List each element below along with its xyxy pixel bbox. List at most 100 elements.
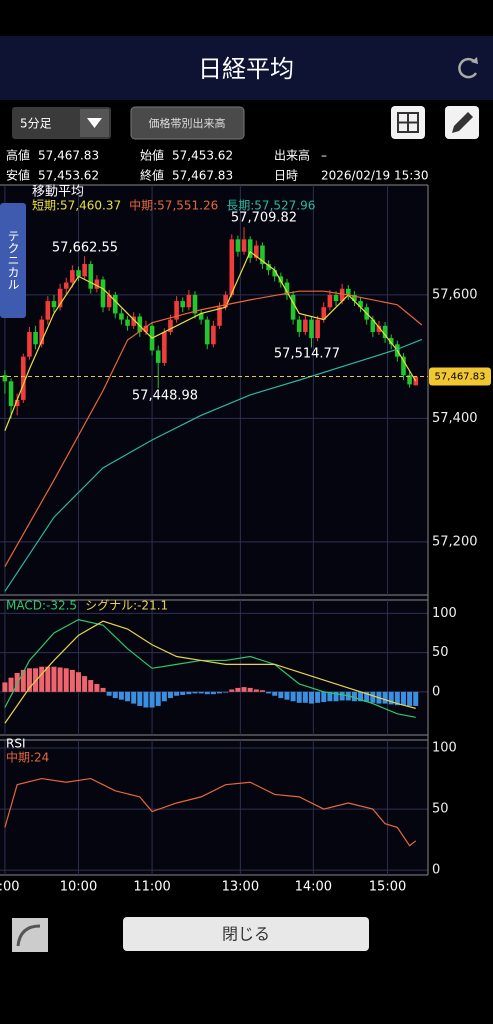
candle-body <box>88 264 94 289</box>
candle-body <box>278 276 284 283</box>
macd-bar <box>266 691 272 694</box>
last-price-label: 57,467.83 <box>435 372 486 383</box>
candle-body <box>376 325 382 332</box>
candle-body <box>174 301 179 320</box>
annotation: 57,662.55 <box>52 241 118 256</box>
annotation: 57,709.82 <box>231 211 297 226</box>
macd-bar <box>192 691 198 694</box>
candle-body <box>63 282 69 289</box>
macd-bar <box>161 691 167 702</box>
draw-button[interactable] <box>445 106 479 139</box>
y-tick-label: 57,400 <box>432 411 478 426</box>
last-price-box <box>429 367 491 386</box>
macd-bar <box>247 687 253 692</box>
macd-bar <box>210 691 216 695</box>
candle-body <box>119 313 124 320</box>
info-value: 57,467.83 <box>38 149 99 163</box>
candle-body <box>76 270 81 277</box>
macd-bar <box>351 691 357 702</box>
y-tick-label: 0 <box>432 684 440 699</box>
y-tick-label: 100 <box>432 606 457 621</box>
legend-entry: 長期:57,527.96 <box>226 199 315 213</box>
panel-title: 移動平均 <box>32 185 84 200</box>
info-value: 57,467.83 <box>172 169 233 183</box>
side-tab[interactable] <box>0 203 26 318</box>
candle-body <box>272 270 278 277</box>
macd-bar <box>223 691 229 693</box>
macd-bar <box>8 677 14 692</box>
candle-body <box>333 294 339 302</box>
candle-body <box>235 239 241 252</box>
macd-bar <box>2 682 8 692</box>
macd-bar <box>118 691 124 700</box>
x-tick-label: 15:00 <box>369 880 406 895</box>
candle-body <box>296 319 302 332</box>
back-icon[interactable] <box>12 918 48 952</box>
close-button[interactable] <box>123 917 369 951</box>
macd-bar <box>278 691 284 699</box>
y-tick-label: 0 <box>432 863 440 878</box>
y-tick-label: 100 <box>432 741 457 756</box>
macd-bar <box>394 691 400 706</box>
annotation: 57,514.77 <box>274 347 340 362</box>
moving-average <box>4 338 423 592</box>
dropdown-arrow <box>87 118 102 128</box>
macd-bar <box>198 691 204 694</box>
title: 日経平均 <box>198 55 294 83</box>
candle-body <box>254 245 259 258</box>
y-tick-label: 50 <box>432 645 449 660</box>
candle-body <box>303 319 308 332</box>
macd-bar <box>333 691 339 702</box>
macd-bar <box>137 691 143 706</box>
info-label: 終値 <box>140 168 164 183</box>
grid-button[interactable] <box>391 106 425 139</box>
candle-body <box>186 294 192 308</box>
candle-body <box>388 338 394 345</box>
legend-entry: 短期:57,460.37 <box>32 199 121 213</box>
candle-body <box>2 375 8 382</box>
macd-bar <box>400 691 406 706</box>
macd-bar <box>217 691 223 694</box>
moving-average <box>4 250 417 431</box>
candle-body <box>407 375 412 385</box>
x-tick-label: 10:00 <box>60 880 97 895</box>
macd-bar <box>143 691 149 708</box>
macd-bar <box>370 691 376 703</box>
macd-bar <box>94 683 100 692</box>
info-value: 57,453.62 <box>172 149 233 163</box>
candle-body <box>229 239 235 295</box>
reload-icon[interactable] <box>458 57 478 79</box>
candle-body <box>204 319 210 345</box>
info-value: 2026/02/19 15:30 <box>321 169 429 183</box>
macd-bar <box>364 691 370 703</box>
macd-bar <box>229 689 235 692</box>
macd-bar <box>259 690 265 692</box>
candle-body <box>370 319 376 332</box>
candle-body <box>82 264 87 277</box>
volume-button[interactable] <box>130 106 245 140</box>
macd-bar <box>204 691 210 695</box>
macd-bar <box>296 691 302 703</box>
candle-body <box>358 301 363 308</box>
candle-body <box>247 239 253 258</box>
macd-bar <box>155 691 161 706</box>
info-label: 高値 <box>6 148 30 163</box>
candle-body <box>260 245 265 265</box>
macd-bar <box>339 691 345 701</box>
macd-bar <box>253 689 259 692</box>
macd-bar <box>315 691 321 703</box>
macd-bar <box>63 668 69 692</box>
info-label: 安値 <box>6 168 30 183</box>
y-tick-label: 57,200 <box>432 534 478 549</box>
macd-bar <box>100 687 106 692</box>
candle-body <box>106 294 112 308</box>
x-tick-label: 14:00 <box>295 880 332 895</box>
candle-body <box>266 264 271 271</box>
macd-bar <box>33 668 39 692</box>
candle-body <box>14 399 20 407</box>
candle-body <box>284 282 290 295</box>
candle-body <box>45 301 51 320</box>
marks: 57,600 57,400 57,200 100 50 0 100 50 0 9:00 10:00 1… <box>0 185 491 895</box>
